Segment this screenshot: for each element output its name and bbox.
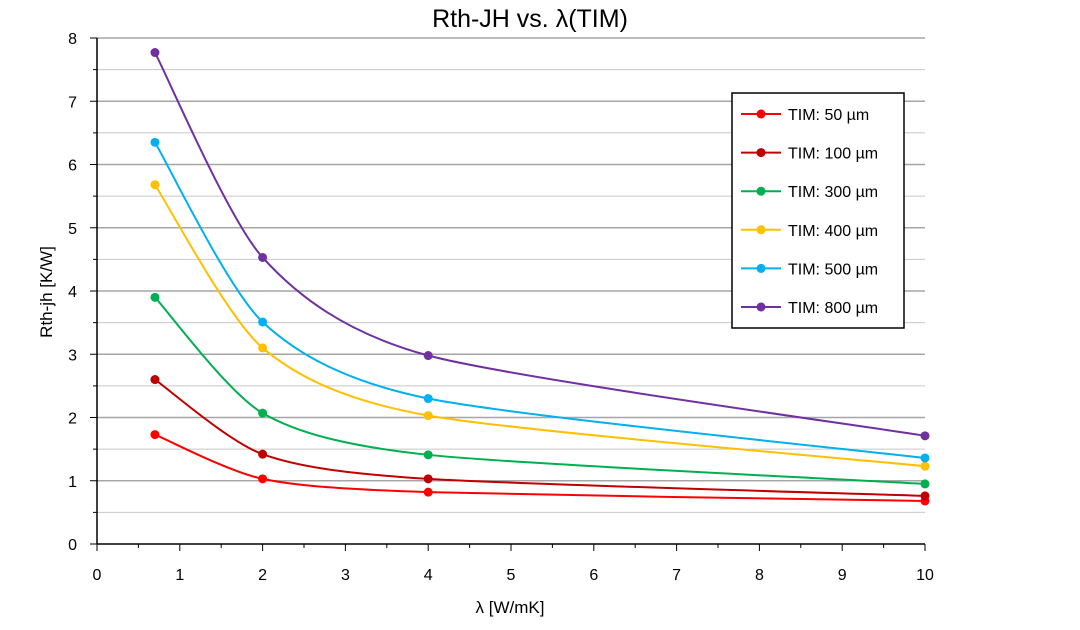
data-point (150, 292, 160, 302)
series-line (154, 141, 926, 459)
legend-item: TIM: 100 µm (741, 146, 878, 163)
series-2 (150, 292, 930, 489)
legend-label: TIM: 100 µm (788, 146, 878, 163)
y-tick-label: 0 (68, 537, 77, 554)
data-point (150, 375, 160, 385)
legend-item: TIM: 50 µm (741, 107, 869, 124)
y-tick-label: 5 (68, 221, 77, 238)
series-5 (150, 48, 930, 441)
axes: 0 1 2 3 4 5 6 7 8 0 1 2 3 4 5 6 7 8 9 10 (68, 31, 934, 584)
data-point (258, 474, 268, 484)
legend-label: TIM: 300 µm (788, 184, 878, 201)
x-tick-label: 3 (341, 567, 350, 584)
data-point (258, 408, 268, 418)
data-point (423, 351, 433, 361)
legend-item: TIM: 800 µm (741, 300, 878, 317)
data-point (258, 317, 268, 327)
data-point (150, 430, 160, 440)
data-point (423, 394, 433, 404)
series-1 (150, 375, 930, 501)
legend-item: TIM: 300 µm (741, 184, 878, 201)
data-point (150, 180, 160, 190)
x-tick-label: 2 (258, 567, 267, 584)
x-tick-label: 1 (175, 567, 184, 584)
y-tick-label: 4 (68, 284, 77, 301)
data-point (920, 453, 930, 463)
series-line (154, 433, 926, 502)
y-axis-label: Rth-jh [K/W] (37, 246, 56, 338)
x-tick-label: 4 (424, 567, 433, 584)
x-tick-label: 5 (507, 567, 516, 584)
y-tick-label: 2 (68, 411, 77, 428)
x-axis-label: λ [W/mK] (476, 598, 545, 617)
legend-marker (756, 225, 766, 235)
legend-marker (756, 148, 766, 158)
data-point (423, 450, 433, 460)
data-point (258, 252, 268, 262)
legend: TIM: 50 µm TIM: 100 µm TIM: 300 µm TIM: 400… (731, 92, 905, 329)
legend-marker (756, 109, 766, 119)
chart-title: Rth-JH vs. λ(TIM) (432, 5, 628, 33)
data-point (258, 343, 268, 353)
x-tick-label: 10 (916, 567, 934, 584)
series-line (154, 378, 926, 497)
series-line (154, 52, 926, 437)
series-line (154, 184, 926, 468)
series-0 (150, 430, 930, 506)
series-line (154, 296, 926, 485)
data-point (920, 431, 930, 441)
data-point (423, 487, 433, 497)
y-tick-label: 8 (68, 31, 77, 48)
y-tick-label: 7 (68, 94, 77, 111)
x-tick-label: 8 (755, 567, 764, 584)
x-tick-label: 7 (672, 567, 681, 584)
data-point (423, 411, 433, 421)
legend-label: TIM: 800 µm (788, 300, 878, 317)
legend-item: TIM: 400 µm (741, 223, 878, 240)
y-tick-label: 3 (68, 347, 77, 364)
data-point (423, 474, 433, 484)
data-point (258, 449, 268, 459)
y-tick-label: 1 (68, 474, 77, 491)
legend-marker (756, 263, 766, 273)
data-point (920, 461, 930, 471)
data-point (150, 48, 160, 58)
data-point (920, 491, 930, 501)
x-tick-label: 9 (838, 567, 847, 584)
legend-marker (756, 302, 766, 312)
legend-label: TIM: 50 µm (788, 107, 869, 124)
data-point (150, 137, 160, 147)
legend-item: TIM: 500 µm (741, 261, 878, 278)
legend-marker (756, 186, 766, 196)
y-tick-label: 6 (68, 158, 77, 175)
x-tick-label: 6 (589, 567, 598, 584)
series-3 (150, 180, 930, 471)
x-tick-label: 0 (93, 567, 102, 584)
data-point (920, 479, 930, 489)
legend-label: TIM: 400 µm (788, 223, 878, 240)
legend-label: TIM: 500 µm (788, 261, 878, 278)
series-layer (150, 48, 930, 506)
series-4 (150, 137, 930, 463)
legend-box (731, 92, 905, 329)
